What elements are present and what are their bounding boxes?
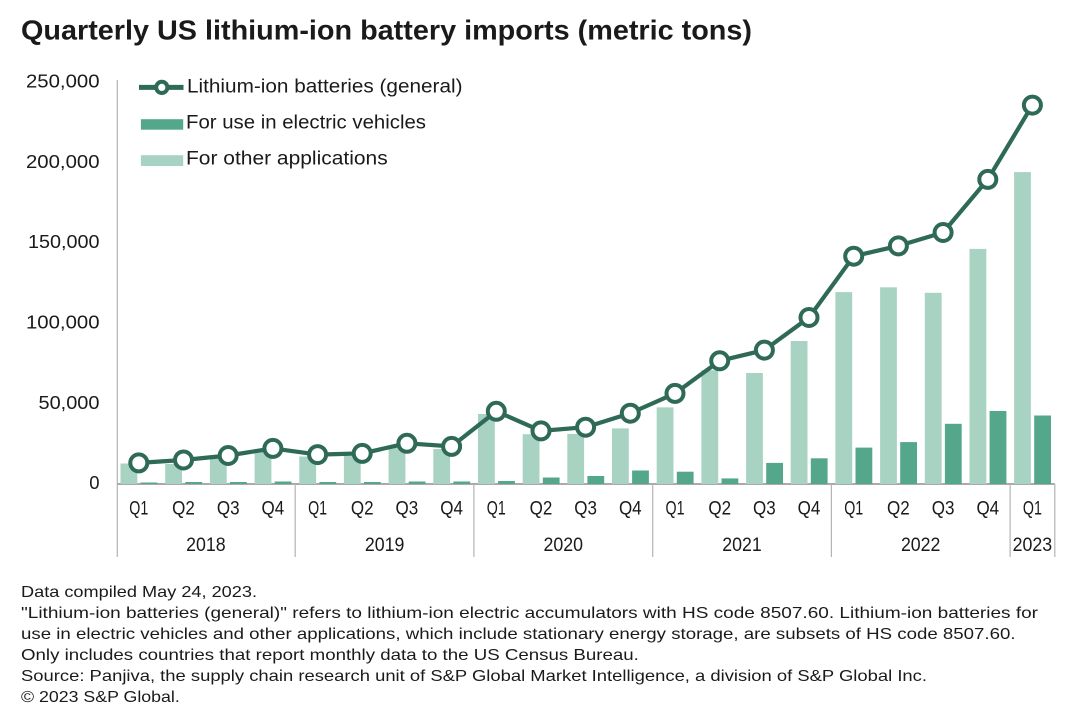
svg-text:Q4: Q4 [619, 499, 642, 520]
svg-text:2019: 2019 [365, 535, 405, 556]
svg-text:Q3: Q3 [753, 499, 776, 520]
svg-text:use in electric vehicles and o: use in electric vehicles and other appli… [21, 626, 1016, 643]
svg-text:Q4: Q4 [440, 499, 463, 520]
svg-text:200,000: 200,000 [26, 151, 100, 172]
svg-text:2021: 2021 [722, 535, 762, 556]
svg-text:Q1: Q1 [844, 499, 863, 520]
svg-text:"Lithium-ion batteries (genera: "Lithium-ion batteries (general)" refers… [21, 605, 1039, 622]
svg-text:Q1: Q1 [308, 499, 327, 520]
svg-text:2018: 2018 [186, 535, 226, 556]
svg-text:Data compiled May 24, 2023.: Data compiled May 24, 2023. [21, 584, 257, 601]
svg-text:Q3: Q3 [932, 499, 955, 520]
svg-text:Q4: Q4 [262, 499, 285, 520]
svg-text:Q2: Q2 [172, 499, 195, 520]
svg-text:Q4: Q4 [798, 499, 821, 520]
svg-text:Q1: Q1 [129, 499, 148, 520]
svg-text:Q1: Q1 [1023, 499, 1042, 520]
svg-text:250,000: 250,000 [26, 70, 100, 91]
svg-text:150,000: 150,000 [28, 231, 100, 252]
svg-text:Q3: Q3 [396, 499, 419, 520]
svg-text:Q1: Q1 [487, 499, 506, 520]
svg-text:For use in electric vehicles: For use in electric vehicles [186, 113, 426, 134]
svg-text:0: 0 [89, 472, 99, 493]
svg-text:2020: 2020 [544, 535, 584, 556]
svg-text:Q2: Q2 [887, 499, 910, 520]
svg-text:Q3: Q3 [217, 499, 240, 520]
svg-text:Q2: Q2 [351, 499, 374, 520]
svg-text:© 2023 S&P Global.: © 2023 S&P Global. [21, 689, 180, 706]
svg-text:2023: 2023 [1013, 535, 1053, 556]
svg-text:Quarterly US lithium-ion batte: Quarterly US lithium-ion battery imports… [21, 14, 752, 45]
svg-text:Q2: Q2 [708, 499, 731, 520]
svg-text:Q2: Q2 [530, 499, 553, 520]
svg-text:Lithium-ion batteries (general: Lithium-ion batteries (general) [187, 77, 463, 98]
svg-text:Q1: Q1 [666, 499, 685, 520]
svg-text:For other applications: For other applications [186, 149, 388, 170]
svg-text:Source: Panjiva, the supply ch: Source: Panjiva, the supply chain resear… [21, 668, 927, 685]
svg-text:Q3: Q3 [574, 499, 597, 520]
svg-text:50,000: 50,000 [39, 392, 100, 413]
svg-text:2022: 2022 [901, 535, 941, 556]
svg-text:Only includes countries that r: Only includes countries that report mont… [21, 647, 639, 664]
svg-text:100,000: 100,000 [26, 312, 100, 333]
svg-text:Q4: Q4 [976, 499, 999, 520]
